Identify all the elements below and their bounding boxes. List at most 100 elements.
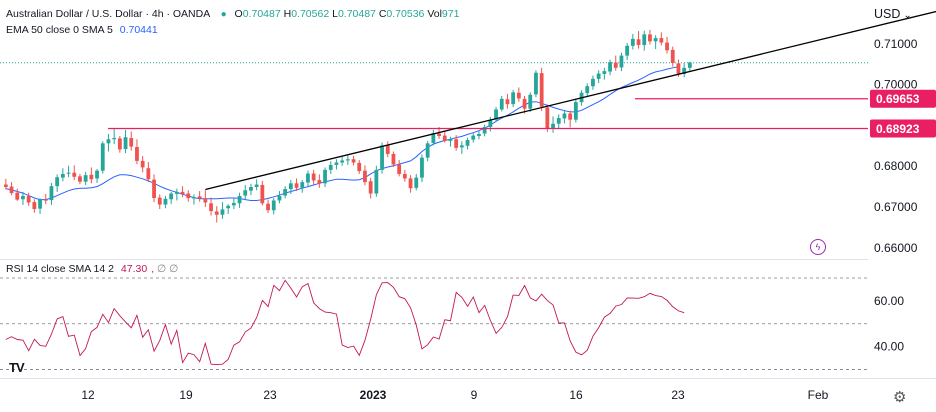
time-tick-label: 9 (471, 388, 478, 402)
candle (368, 178, 373, 199)
candle-body (254, 184, 259, 187)
close-value: 0.70536 (386, 8, 425, 20)
candle-body (602, 71, 607, 74)
candle-body (545, 107, 550, 129)
close-label: C (378, 8, 387, 20)
bolt-icon[interactable]: ϟ (810, 239, 826, 255)
candle (180, 186, 185, 198)
candle (665, 36, 669, 54)
candle-body (209, 203, 213, 212)
candle (106, 133, 111, 152)
candle (117, 135, 122, 153)
candle-body (625, 45, 630, 56)
candle-body (9, 186, 14, 194)
rsi-pane (0, 277, 868, 370)
candle-body (494, 109, 498, 120)
candle-body (608, 62, 612, 72)
candle-body (488, 119, 493, 128)
candle-body (596, 73, 601, 79)
candle (231, 198, 236, 210)
candle (391, 151, 396, 168)
candle (545, 104, 550, 132)
rsi-label: RSI 14 close SMA 14 2 (6, 263, 114, 275)
gear-icon[interactable]: ⚙ (893, 389, 907, 406)
candle-body (408, 178, 413, 189)
candle (448, 136, 453, 147)
candle (49, 182, 54, 205)
candle (682, 62, 687, 78)
candle (420, 154, 424, 183)
candle (214, 206, 219, 223)
candle-body (499, 98, 504, 110)
candle-body (528, 94, 533, 109)
time-tick-label: 2023 (360, 388, 387, 402)
candle-body (146, 168, 151, 180)
candle-body (123, 137, 128, 150)
candle-body (306, 173, 310, 183)
candle-body (328, 164, 333, 170)
candle (516, 87, 521, 102)
candle-body (174, 191, 179, 194)
candle (608, 59, 612, 76)
candle-body (562, 113, 567, 119)
candle (551, 116, 555, 133)
price-pane (0, 10, 936, 223)
candle (203, 190, 208, 207)
candle (186, 190, 191, 202)
candle-body (135, 147, 139, 161)
candle (380, 142, 384, 174)
currency-selector[interactable]: USD ⌄ (874, 7, 912, 21)
ema50-line (5, 66, 679, 201)
candle-body (83, 175, 88, 182)
candle-body (334, 162, 339, 165)
level-price-tag (870, 119, 936, 138)
candle (174, 188, 179, 201)
candle (209, 197, 213, 216)
candle (659, 32, 664, 46)
candle-body (357, 162, 362, 172)
time-tick-label: 16 (569, 388, 583, 402)
candle (534, 70, 538, 98)
candle-body (55, 177, 60, 187)
candle (38, 198, 42, 214)
candle-body (397, 164, 402, 174)
candle-body (431, 133, 436, 143)
open-value: 0.70487 (242, 8, 281, 20)
candle-body (630, 38, 635, 46)
candle (630, 33, 635, 50)
candle-body (266, 203, 270, 211)
candle (408, 175, 413, 193)
candle-body (437, 133, 441, 136)
candle-body (300, 182, 305, 188)
candle-body (363, 170, 367, 183)
candle-body (539, 73, 544, 107)
candle (539, 67, 544, 112)
rsi-legend[interactable]: RSI 14 close SMA 14 2 47.30, ∅ ∅ (6, 263, 179, 275)
candle (334, 159, 339, 170)
price-tick-label: 0.67000 (874, 200, 918, 214)
candle-body (192, 197, 196, 199)
symbol-title[interactable]: Australian Dollar / U.S. Dollar · 4h · O… (6, 8, 210, 20)
candle-body (454, 139, 459, 148)
candle (465, 137, 470, 150)
candle (323, 167, 327, 187)
candle (220, 202, 225, 219)
ema-legend[interactable]: EMA 50 close 0 SMA 5 0.70441 (6, 24, 158, 37)
candle (277, 191, 282, 204)
tradingview-logo-icon[interactable]: TV (9, 360, 25, 375)
candle (140, 155, 145, 173)
level-price-tag (870, 89, 936, 108)
candle (9, 182, 14, 196)
candle-body (687, 62, 692, 68)
candle-body (197, 196, 202, 199)
candle-body (231, 202, 236, 206)
candle (357, 160, 362, 174)
candle-body (665, 42, 669, 51)
candle-body (420, 157, 424, 178)
candle (15, 188, 20, 201)
candle-body (511, 92, 516, 105)
rsi-tick-label: 60.00 (874, 294, 904, 308)
candle-body (169, 193, 174, 200)
